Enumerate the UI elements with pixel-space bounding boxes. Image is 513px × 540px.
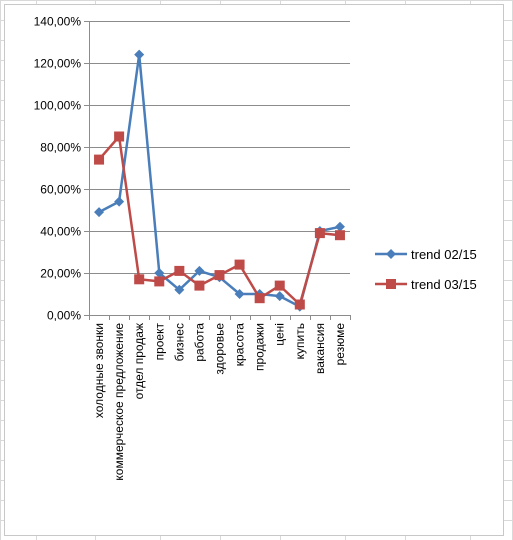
- series-2-point: [154, 276, 165, 287]
- series-1-point: [154, 268, 165, 278]
- series-2-point: [274, 280, 285, 291]
- chart-area[interactable]: 0,00% 20,00% 40,00% 60,00% 80,00% 100,00% 120,…: [4, 4, 504, 536]
- line-chart: 0,00% 20,00% 40,00% 60,00% 80,00% 100,00% 120,…: [34, 15, 477, 481]
- y-tick-label: 0,00%: [47, 309, 81, 323]
- x-category-label: работа: [192, 323, 206, 362]
- x-category-label: продажи: [253, 323, 267, 371]
- series-1-point: [234, 289, 245, 299]
- series-2-point: [214, 270, 225, 281]
- series-1-point: [134, 49, 145, 60]
- series-2-point: [294, 299, 305, 310]
- series-1-point: [274, 291, 285, 302]
- x-category-label: бизнес: [172, 323, 186, 361]
- series-2-point: [194, 280, 205, 291]
- y-tick-label: 140,00%: [34, 15, 82, 29]
- x-axis: холодные звонки коммерческое предложение о…: [89, 315, 351, 481]
- x-category-label: вакансия: [313, 323, 327, 374]
- series-2-point: [174, 265, 185, 276]
- y-axis: 0,00% 20,00% 40,00% 60,00% 80,00% 100,00% 120,…: [34, 15, 90, 323]
- legend-marker-1: [386, 249, 396, 259]
- series-1-point: [174, 284, 185, 295]
- series-1-point: [334, 221, 345, 232]
- x-category-label: отдел продаж: [132, 323, 146, 399]
- y-tick-label: 40,00%: [40, 225, 81, 239]
- y-tick-label: 100,00%: [34, 99, 82, 113]
- series-2-point: [94, 154, 105, 165]
- series-2-point: [254, 293, 265, 304]
- x-category-label: здоровье: [213, 323, 227, 375]
- legend-label-2: trend 03/15: [411, 277, 477, 292]
- x-category-label: коммерческое предложение: [112, 323, 126, 481]
- x-category-label: проект: [152, 323, 166, 361]
- y-tick-label: 60,00%: [40, 183, 81, 197]
- series-2-point: [334, 230, 345, 241]
- legend: trend 02/15 trend 03/15: [375, 247, 477, 292]
- y-tick-label: 120,00%: [34, 57, 82, 71]
- series-1-point: [114, 196, 125, 207]
- series-2-point: [134, 274, 145, 285]
- x-category-label: цені: [273, 323, 287, 346]
- y-tick-label: 80,00%: [40, 141, 81, 155]
- y-tick-label: 20,00%: [40, 267, 81, 281]
- series-1-point: [194, 265, 205, 276]
- plot-series: [94, 49, 345, 312]
- x-category-label: красота: [233, 323, 247, 367]
- legend-label-1: trend 02/15: [411, 247, 477, 262]
- series-line-1: [98, 53, 341, 308]
- x-category-label: купить: [293, 323, 307, 359]
- series-2-point: [314, 228, 325, 239]
- legend-marker-2: [386, 279, 396, 289]
- x-category-label: холодные звонки: [92, 323, 106, 418]
- series-2-point: [234, 259, 245, 270]
- x-category-label: резюме: [333, 323, 347, 366]
- series-1-point: [94, 207, 105, 218]
- series-2-point: [114, 131, 125, 142]
